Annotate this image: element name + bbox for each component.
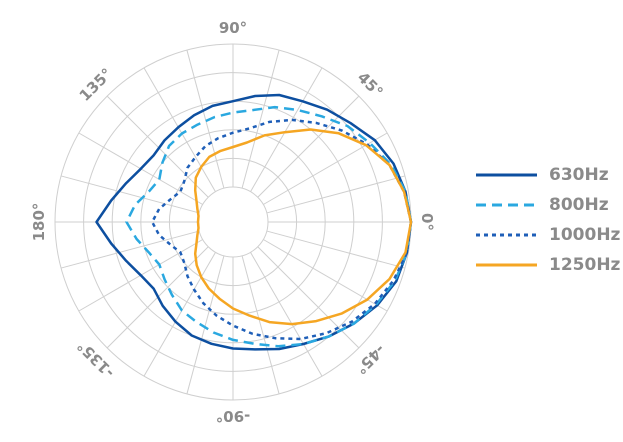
series-lines [95,93,413,351]
grid-spoke [106,95,209,198]
legend: 630Hz 800Hz 1000Hz 1250Hz [476,165,621,275]
grid-spoke [241,49,280,189]
grid-spoke [143,252,216,377]
legend-label: 1250Hz [549,255,621,275]
series-line-1000hz [150,118,413,341]
grid-spoke [250,252,323,377]
grid-spoke [257,246,360,349]
legend-label: 1000Hz [549,225,621,245]
grid-spoke [250,67,323,192]
grid-spoke [241,255,280,395]
grid-spoke [143,67,216,192]
grid-spoke [60,230,200,269]
angle-tick-label: 0° [418,213,436,231]
series-line-800hz [125,105,413,348]
grid-ring [197,186,269,258]
polar-grid [54,43,412,401]
grid-spoke [186,255,225,395]
legend-label: 800Hz [549,195,609,215]
grid-spoke [266,230,406,269]
series-line-1250hz [193,128,413,326]
legend-label: 630Hz [549,165,609,185]
grid-spoke [257,95,360,198]
angle-tick-label: 90° [219,19,247,37]
angle-tick-label: -90° [216,407,251,425]
grid-spoke [60,175,200,214]
grid-spoke [266,175,406,214]
angle-tick-label: 180° [30,203,48,242]
series-line-630hz [95,93,413,351]
grid-spoke [186,49,225,189]
